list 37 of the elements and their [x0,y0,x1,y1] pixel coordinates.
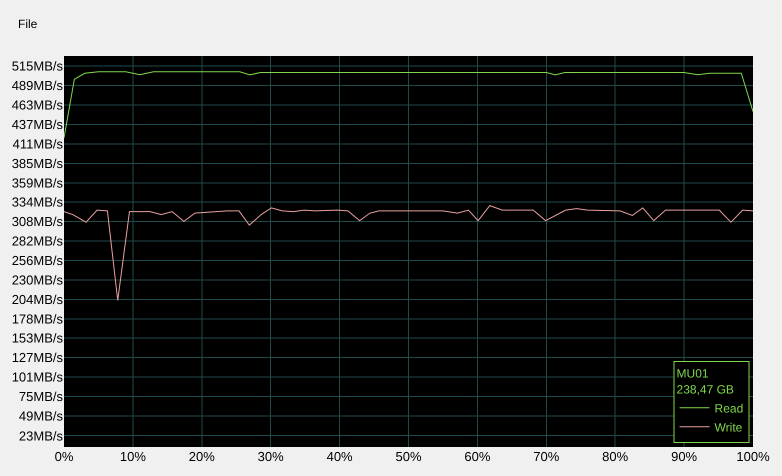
text: File [18,17,38,31]
line-series [64,71,753,138]
y-tick-label: 437MB/s [12,116,64,132]
legend-title: MU01 238,47 GB [676,366,734,396]
y-tick-label: 515MB/s [12,58,64,74]
x-tick-label: 100% [736,449,770,464]
y-tick-label: 75MB/s [18,389,64,404]
y-tick-label: 385MB/s [12,156,64,172]
legend-label: Write [714,420,743,434]
x-tick-label: 0% [54,449,74,464]
x-tick-label: 30% [258,449,284,464]
x-tick-label: 10% [120,449,146,464]
x-tick-label: 70% [533,449,560,464]
y-tick-label: 282MB/s [12,234,64,249]
x-tick-label: 60% [464,449,491,464]
x-tick-label: 80% [602,449,629,464]
y-tick-label: 334MB/s [12,194,64,210]
y-tick-label: 411MB/s [12,136,64,152]
y-tick-label: 23MB/s [18,428,64,444]
x-tick-label: 20% [188,449,216,464]
legend-label: Read [714,401,744,416]
y-tick-label: 101MB/s [12,370,64,385]
y-tick-label: 463MB/s [12,97,64,112]
line-series [64,205,753,301]
y-tick-label: 178MB/s [12,312,64,327]
x-tick-label: 90% [671,449,698,464]
y-tick-label: 308MB/s [12,214,64,229]
y-tick-label: 153MB/s [12,330,64,346]
y-tick-label: 359MB/s [12,176,64,191]
y-tick-label: 49MB/s [18,408,64,424]
y-tick-label: 204MB/s [12,292,64,308]
y-tick-label: 230MB/s [12,272,64,288]
y-tick-label: 127MB/s [12,350,64,366]
x-tick-label: 40% [326,449,354,464]
y-tick-label: 489MB/s [12,78,64,93]
x-tick-label: 50% [395,449,422,464]
y-tick-label: 256MB/s [12,253,64,268]
